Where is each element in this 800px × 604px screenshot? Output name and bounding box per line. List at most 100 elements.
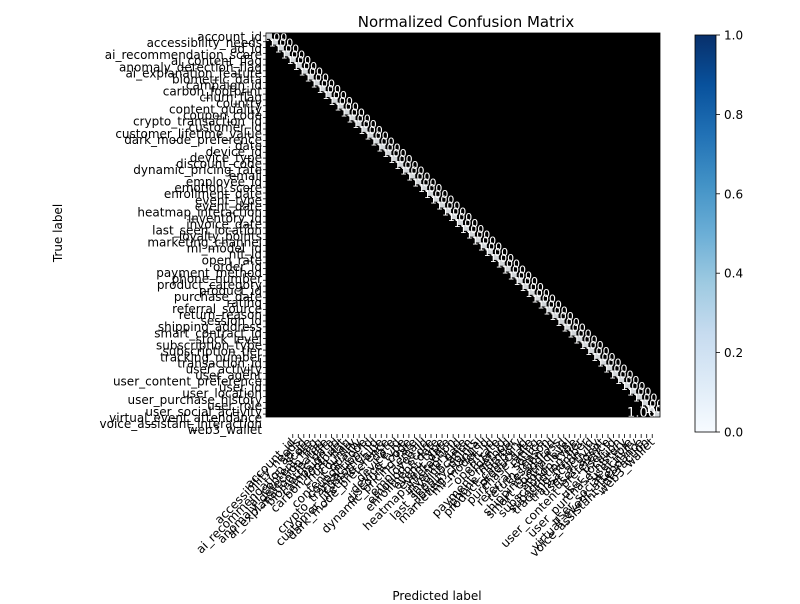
diagonal-cell bbox=[349, 114, 356, 121]
diagonal-value-label: 1.00 bbox=[555, 316, 580, 329]
y-tick-label: product_category bbox=[157, 278, 262, 292]
diagonal-cell bbox=[289, 56, 296, 63]
matrix-frame bbox=[265, 32, 661, 418]
y-tick-label: churn_flag bbox=[199, 90, 262, 104]
y-tick-label: smart_contract_id bbox=[154, 326, 262, 340]
y-tick-label: user_purchase_history bbox=[127, 393, 262, 407]
y-tick-label: user_role bbox=[207, 399, 262, 413]
diagonal-cell bbox=[540, 300, 547, 307]
diagonal-cell bbox=[457, 219, 463, 225]
colorbar-tick-label: 0.4 bbox=[724, 267, 743, 281]
y-tick-label: voice_assistant_interaction bbox=[100, 417, 262, 431]
diagonal-cell bbox=[486, 248, 493, 255]
diagonal-value-label: 1.00 bbox=[305, 72, 330, 85]
diagonal-value-label: 1.00 bbox=[585, 345, 610, 358]
diagonal-cell bbox=[433, 195, 440, 202]
diagonal-value-label: 1.00 bbox=[549, 310, 574, 323]
y-tick-label: event_type bbox=[195, 193, 262, 207]
diagonal-value-label: 1.00 bbox=[621, 380, 646, 393]
diagonal-value-label: 1.00 bbox=[543, 304, 568, 317]
diagonal-value-label: 1.00 bbox=[502, 264, 527, 277]
y-tick-label: ad_id bbox=[230, 42, 262, 56]
diagonal-cell bbox=[516, 277, 523, 284]
diagonal-cell bbox=[624, 382, 631, 388]
diagonal-value-label: 1.00 bbox=[442, 205, 467, 218]
diagonal-value-label: 1.00 bbox=[490, 252, 515, 265]
diagonal-cell bbox=[301, 67, 308, 74]
diagonal-cell bbox=[528, 289, 535, 295]
y-tick-label: accessibility_needs bbox=[147, 36, 262, 50]
diagonal-cell bbox=[319, 85, 326, 92]
diagonal-cell bbox=[480, 242, 487, 249]
y-tick-label: dynamic_pricing_rate bbox=[133, 163, 262, 177]
y-tick-label: stock_level bbox=[196, 332, 262, 346]
diagonal-value-label: 1.00 bbox=[651, 409, 676, 422]
y-tick-label: subscription_type bbox=[156, 338, 262, 352]
y-tick-label: payment_method bbox=[156, 266, 262, 280]
diagonal-cell bbox=[588, 347, 595, 353]
diagonal-value-label: 1.00 bbox=[519, 281, 544, 294]
y-tick-label: heatmap_interaction bbox=[137, 205, 262, 219]
x-tick-labels: account_idaccessibility_needsad_idai_rec… bbox=[193, 434, 658, 560]
diagonal-cell bbox=[313, 79, 320, 86]
diagonal-cell bbox=[606, 364, 613, 371]
diagonal-cell bbox=[636, 393, 643, 400]
diagonal-value-label: 1.00 bbox=[310, 77, 335, 90]
diagonal-cell bbox=[415, 178, 422, 185]
diagonal-value-label: 1.00 bbox=[388, 153, 413, 166]
diagonal-value-label: 1.00 bbox=[573, 333, 598, 346]
diagonal-cell bbox=[463, 225, 469, 231]
last-cell-value-label: 1.00 bbox=[627, 406, 656, 421]
diagonal-cell bbox=[379, 143, 386, 150]
y-tick-label: purchase_date bbox=[174, 290, 262, 304]
diagonal-cell bbox=[343, 108, 350, 115]
y-tick-label: product_id bbox=[199, 284, 262, 298]
y-tick-label: transaction_id bbox=[177, 356, 262, 370]
diagonal-value-label: 1.00 bbox=[591, 351, 616, 364]
diagonal-cell bbox=[271, 38, 278, 45]
y-tick-label: web3_wallet bbox=[188, 423, 263, 437]
y-tick-label: loyalty_points bbox=[179, 230, 262, 244]
diagonal-cell bbox=[367, 131, 374, 138]
diagonal-value-label: 1.00 bbox=[382, 147, 407, 160]
colorbar: 0.0 0.2 0.4 0.6 0.8 1.0 bbox=[694, 29, 743, 440]
diagonal-value-label: 1.00 bbox=[299, 66, 324, 79]
y-tick-label: rating bbox=[226, 296, 262, 310]
diagonal-value-label: 1.00 bbox=[609, 368, 634, 381]
diagonal-value-label: 1.00 bbox=[561, 322, 586, 335]
y-tick-label: country bbox=[216, 97, 262, 111]
diagonal-cell bbox=[445, 207, 452, 214]
chart-title: Normalized Confusion Matrix bbox=[358, 13, 575, 31]
diagonal-value-label: 1.00 bbox=[436, 200, 461, 213]
diagonal-value-label: 1.00 bbox=[460, 223, 485, 236]
colorbar-gradient bbox=[694, 34, 717, 433]
diagonal-value-label: 1.00 bbox=[263, 31, 288, 44]
diagonal-cell bbox=[570, 329, 577, 336]
diagonal-value-label: 1.00 bbox=[639, 397, 664, 410]
diagonal-value-label: 1.00 bbox=[448, 211, 473, 224]
diagonal-value-label: 1.00 bbox=[418, 182, 443, 195]
diagonal-cell bbox=[295, 62, 302, 68]
y-tick-label: user_location bbox=[182, 387, 262, 401]
diagonal-cell bbox=[325, 91, 332, 97]
diagonal-cell bbox=[534, 294, 541, 301]
diagonal-value-label: 1.00 bbox=[358, 124, 383, 137]
diagonal-value-label: 1.00 bbox=[394, 159, 419, 172]
diagonal-value-label: 1.00 bbox=[531, 293, 556, 306]
diagonal-value-label: 1.00 bbox=[597, 357, 622, 370]
y-axis-label: True label bbox=[51, 204, 65, 263]
y-tick-label: employee_id bbox=[186, 175, 262, 189]
y-tick-label: campaign_id bbox=[186, 78, 262, 92]
y-tick-label: ai_content_flag bbox=[171, 54, 262, 68]
diagonal-cell bbox=[468, 230, 475, 237]
diagonal-cell bbox=[403, 166, 410, 173]
diagonal-value-label: 1.00 bbox=[513, 275, 538, 288]
y-tick-label: tracking_number bbox=[160, 350, 262, 364]
diagonal-cell bbox=[409, 172, 416, 179]
y-tick-label: anomaly_detection_flag bbox=[119, 60, 262, 74]
diagonal-value-label: 1.00 bbox=[340, 106, 365, 119]
diagonal-value-label: 1.00 bbox=[537, 298, 562, 311]
y-tick-label: crypto_transaction_id bbox=[133, 115, 262, 129]
diagonal-cell bbox=[421, 184, 428, 191]
diagonal-value-label: 1.00 bbox=[370, 136, 395, 149]
